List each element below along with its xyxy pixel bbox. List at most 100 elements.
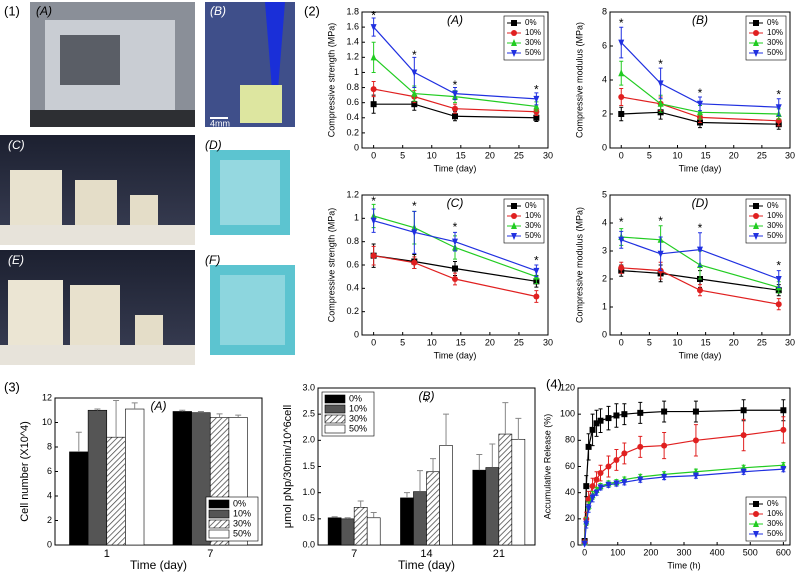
legend-label: 30% <box>767 519 783 528</box>
marker <box>370 24 377 32</box>
x-tick-label: 400 <box>710 547 725 557</box>
x-tick-label: 5 <box>400 337 405 347</box>
line <box>373 88 537 113</box>
y-tick-label: 3 <box>602 245 607 255</box>
y-axis-label: Cell number (X10^4) <box>19 421 31 522</box>
error-bar <box>235 414 242 418</box>
y-tick-label: 4 <box>602 74 607 84</box>
legend-label: 50% <box>349 423 367 433</box>
marker <box>753 501 759 507</box>
y-tick-label: 0 <box>354 329 359 339</box>
line <box>373 26 537 100</box>
line <box>621 270 779 291</box>
x-tick-label: 0 <box>619 150 624 160</box>
legend-label: 30% <box>525 38 541 47</box>
marker <box>511 222 517 229</box>
y-tick-label: 2.5 <box>302 409 315 419</box>
significance-mark: * <box>424 395 429 409</box>
marker <box>452 276 458 282</box>
legend-label: 30% <box>767 38 783 47</box>
legend-swatch <box>208 529 230 539</box>
bar <box>439 445 453 546</box>
marker <box>753 213 759 219</box>
marker <box>621 450 628 457</box>
legend-swatch <box>324 404 346 414</box>
marker <box>613 412 620 419</box>
photo-printer <box>30 2 195 127</box>
marker <box>753 531 759 538</box>
panel-sublabel: (B) <box>692 13 708 27</box>
marker <box>753 222 759 229</box>
significance-mark: * <box>453 78 458 92</box>
error-bar <box>430 458 437 472</box>
x-tick-label: 10 <box>427 337 437 347</box>
x-tick-label: 600 <box>776 547 791 557</box>
panel-sublabel: (C) <box>447 196 464 210</box>
legend-label: 10% <box>233 508 251 518</box>
x-tick-label: 0 <box>371 150 376 160</box>
x-tick-label: 30 <box>543 150 553 160</box>
significance-mark: * <box>371 9 376 23</box>
marker <box>753 520 759 527</box>
bar <box>472 469 487 546</box>
x-axis-label: Time (day) <box>398 558 455 572</box>
marker <box>533 108 540 115</box>
marker <box>411 89 418 97</box>
panel-label: (3) <box>4 379 20 394</box>
error-bar <box>416 470 423 492</box>
error-bar <box>476 453 483 471</box>
legend-label: 10% <box>349 403 367 413</box>
error-bar <box>331 516 338 518</box>
marker <box>740 468 747 476</box>
marker <box>618 264 625 271</box>
marker <box>533 293 540 300</box>
marker <box>692 408 699 415</box>
panel-label: (1) <box>4 3 20 18</box>
y-axis-label: Compressive strength (MPa) <box>326 23 336 138</box>
marker <box>533 102 540 110</box>
y-tick-label: 0 <box>602 329 607 339</box>
x-tick-label: 0 <box>582 547 587 557</box>
marker <box>411 69 418 77</box>
y-axis-label: Compressive modulus (MPa) <box>574 22 584 138</box>
marker <box>637 409 644 416</box>
x-tick-label: 21 <box>493 548 505 560</box>
marker <box>661 442 668 449</box>
legend-label: 10% <box>525 28 541 37</box>
error-bar <box>75 431 82 452</box>
error-bar <box>443 413 450 446</box>
y-tick-label: 6 <box>47 466 52 476</box>
significance-mark: * <box>453 220 458 234</box>
y-tick-label: 12 <box>42 392 52 402</box>
y-tick-label: 0.8 <box>346 82 359 92</box>
x-tick-label: 20 <box>729 337 739 347</box>
marker <box>657 250 664 258</box>
bar <box>87 409 108 546</box>
y-tick-label: 0 <box>47 539 52 549</box>
significance-mark: * <box>412 199 417 213</box>
marker <box>589 494 596 502</box>
marker <box>585 505 592 513</box>
marker <box>613 480 620 488</box>
marker <box>780 426 787 433</box>
photo-nozzle <box>205 2 295 127</box>
marker <box>411 259 418 266</box>
marker <box>452 113 458 120</box>
error-bar <box>344 517 351 519</box>
bar <box>353 507 368 546</box>
y-tick-label: 1 <box>602 301 607 311</box>
x-tick-label: 0 <box>371 337 376 347</box>
marker <box>753 203 759 209</box>
error-bar <box>370 512 377 518</box>
line <box>373 103 537 119</box>
marker <box>618 236 625 244</box>
y-tick-label: 6 <box>602 40 607 50</box>
bar <box>125 408 145 546</box>
legend-label: 0% <box>349 393 362 403</box>
y-tick-label: 0 <box>354 142 359 152</box>
x-tick-label: 20 <box>729 150 739 160</box>
marker <box>597 484 604 492</box>
y-axis-label: Compressive strength (MPa) <box>326 208 336 323</box>
y-tick-label: 3.0 <box>302 382 315 392</box>
x-axis-label: Time (day) <box>679 350 722 360</box>
